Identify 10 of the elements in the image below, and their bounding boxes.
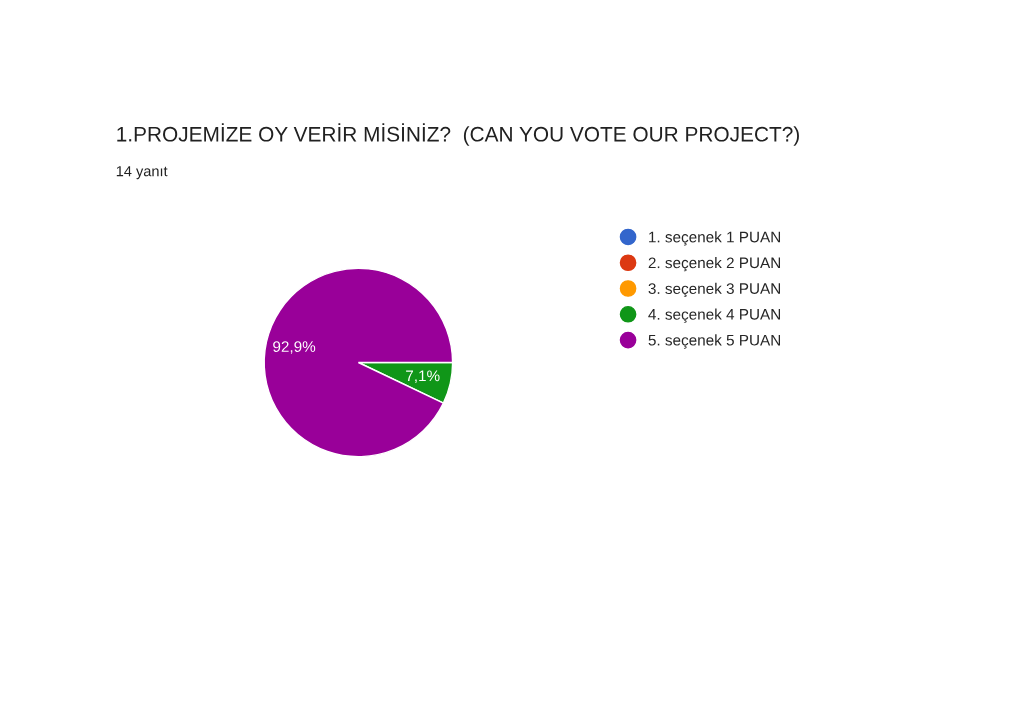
data-label: 7,1% <box>406 370 440 383</box>
data-label: 92,9% <box>273 341 316 354</box>
legend-label: 2. seçenek 2 PUAN <box>648 257 781 272</box>
chart-title: 1.PROJEMİZE OY VERİR MİSİNİZ? (CAN YOU VOTE OUR PROJECT?) <box>117 123 799 146</box>
text: 14 yanıt <box>116 166 168 180</box>
legend-label: 1. seçenek 1 PUAN <box>649 231 781 246</box>
legend-label: 5. seçenek 5 PUAN <box>648 334 781 349</box>
legend-label: 3. seçenek 3 PUAN <box>648 282 781 298</box>
pie-slice <box>263 267 454 458</box>
legend-label: 4. seçenek 4 PUAN <box>648 308 781 323</box>
